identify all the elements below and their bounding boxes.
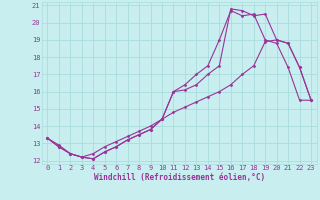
X-axis label: Windchill (Refroidissement éolien,°C): Windchill (Refroidissement éolien,°C) <box>94 173 265 182</box>
